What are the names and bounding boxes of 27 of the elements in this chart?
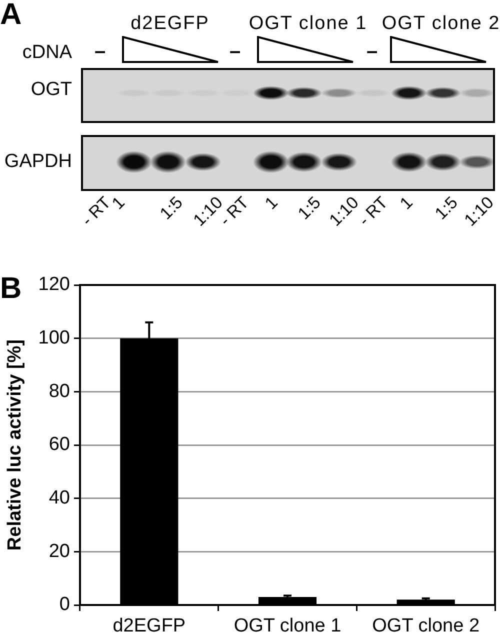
text: – [94, 40, 106, 64]
y-axis-title: Relative luc activity [%] [4, 339, 26, 551]
text: GAPDH [4, 151, 72, 173]
text: 1:5 [431, 193, 462, 224]
x-tick-label: OGT clone 1 [234, 616, 342, 637]
x-tick-label: d2EGFP [112, 616, 186, 637]
text: 1 [261, 193, 282, 214]
text: OGT [30, 79, 72, 101]
text: – [229, 40, 241, 64]
chart-title: B [0, 272, 22, 305]
text: – [366, 40, 378, 64]
y-tick-label: 60 [48, 434, 70, 456]
y-tick-label: 20 [48, 540, 70, 562]
text: d2EGFP [130, 13, 210, 35]
y-tick-label: 80 [48, 380, 70, 402]
text: cDNA [22, 42, 72, 64]
y-tick-label: 40 [48, 488, 70, 509]
text: A [0, 0, 22, 31]
text: OGT clone 2 [382, 13, 500, 35]
text: OGT clone 1 [248, 13, 368, 35]
text: 1:5 [156, 193, 188, 224]
y-tick-label: 120 [38, 274, 70, 296]
y-tick-label: 0 [59, 594, 70, 616]
text: 1:5 [294, 193, 326, 224]
text: 1 [396, 193, 418, 214]
y-tick-label: 100 [38, 328, 70, 349]
x-tick-label: OGT clone 2 [372, 616, 480, 637]
